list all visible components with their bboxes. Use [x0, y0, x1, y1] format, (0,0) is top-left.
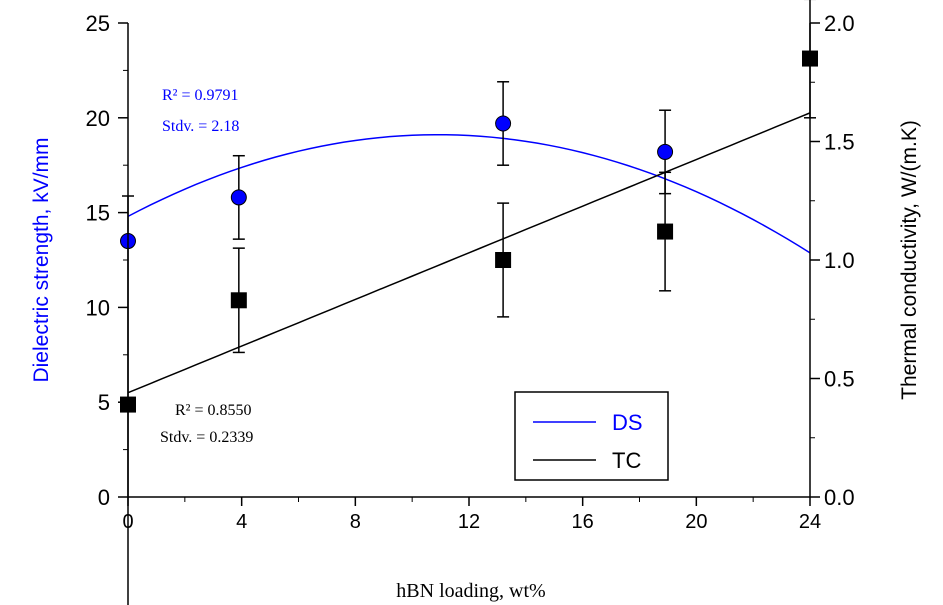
right-y-tick-label: 1.5	[824, 130, 855, 155]
x-tick-label: 16	[572, 511, 594, 533]
left-y-tick-label: 0	[98, 485, 110, 510]
x-tick-label: 12	[458, 511, 480, 533]
x-tick-label: 4	[236, 511, 247, 533]
tc-fit-curve	[127, 112, 811, 394]
right-y-tick-label: 0.5	[824, 367, 855, 392]
x-tick-label: 0	[122, 511, 133, 533]
ds-point	[657, 143, 674, 160]
legend: DS TC	[514, 391, 669, 481]
tc-stdv-annotation: Stdv. = 0.2339	[160, 429, 253, 446]
legend-tc-label: TC	[612, 448, 641, 473]
tick-labels: 0 4 8 12 16 20 24 0 5 10 15 20 25 0.0 0.5 1.0 1.5 2.0	[86, 11, 855, 533]
left-y-tick-label: 15	[86, 201, 110, 226]
left-y-tick-label: 10	[86, 295, 110, 320]
right-y-axis-title: Thermal conductivity, W/(m.K)	[898, 120, 921, 400]
left-y-axis-title: Dielectric strength, kV/mm	[30, 137, 53, 382]
ds-point	[495, 115, 512, 132]
right-y-tick-label: 2.0	[824, 11, 855, 36]
x-tick-label: 20	[685, 511, 707, 533]
x-tick-label: 8	[350, 511, 361, 533]
data-markers	[120, 50, 818, 413]
tc-point	[657, 223, 674, 240]
tc-r2-annotation: R² = 0.8550	[175, 402, 252, 419]
axes	[118, 22, 820, 506]
ds-stdv-annotation: Stdv. = 2.18	[162, 118, 239, 135]
ds-point	[230, 189, 247, 206]
right-y-tick-label: 0.0	[824, 485, 855, 510]
left-y-tick-label: 25	[86, 11, 110, 36]
ds-fit-curve	[127, 133, 811, 254]
right-y-tick-label: 1.0	[824, 248, 855, 273]
left-y-tick-label: 5	[98, 390, 110, 415]
ds-r2-annotation: R² = 0.9791	[162, 87, 239, 104]
legend-ds-label: DS	[612, 410, 643, 435]
tc-point	[230, 292, 247, 309]
legend-box	[514, 391, 669, 481]
x-axis-title: hBN loading, wt%	[396, 580, 545, 602]
x-tick-label: 24	[799, 511, 821, 533]
tc-point	[495, 252, 512, 268]
fit-curves	[127, 112, 811, 394]
left-y-tick-label: 20	[86, 106, 110, 131]
